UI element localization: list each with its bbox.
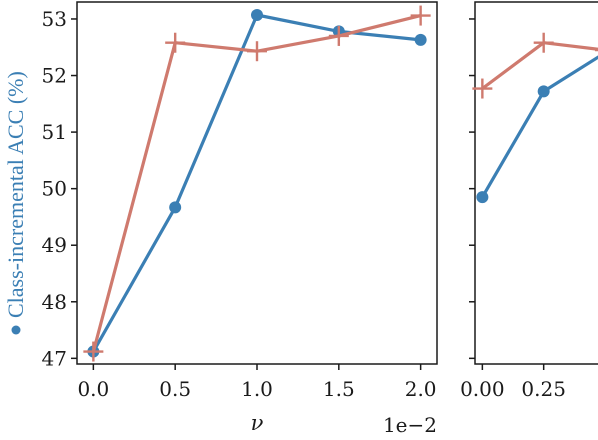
data-point-plus	[410, 5, 431, 26]
y-tick-label: 51	[42, 120, 67, 144]
x-tick-label: 0.25	[521, 377, 566, 401]
left-panel: 47 48 49 50 51 52 53 0.0 0.5 1.0 1.5 2.0 ν 1e−2 Cl…	[3, 1, 438, 437]
y-tick-label: 47	[42, 346, 67, 370]
data-point-plus	[328, 25, 349, 46]
series-line-plus	[91, 14, 421, 353]
data-point-plus	[472, 78, 493, 99]
data-point-circle	[476, 191, 489, 204]
data-point-plus	[83, 341, 104, 362]
y-axis-title: Class-incremental ACC (%)	[3, 71, 28, 318]
y-axis-legend-marker	[11, 325, 21, 335]
y-tick-label: 48	[42, 290, 67, 314]
x-tick-label: 0.00	[460, 377, 505, 401]
right-plot-frame	[474, 1, 598, 365]
series-line-plus	[481, 41, 598, 90]
y-axis-title-group: Class-incremental ACC (%)	[3, 71, 28, 335]
x-tick-label: 0.0	[77, 377, 109, 401]
data-point-circle	[537, 85, 550, 98]
data-point-circle	[414, 33, 427, 46]
y-tick-label: 50	[42, 177, 67, 201]
y-tick-label: 49	[42, 233, 67, 257]
series-line-circle	[92, 13, 421, 353]
x-axis-title: ν	[251, 411, 264, 435]
x-offset-label: 1e−2	[383, 413, 437, 437]
data-point-plus	[247, 41, 267, 62]
x-tick-label: 2.0	[405, 377, 437, 401]
data-point-plus	[533, 32, 554, 53]
x-tick-label: 1.0	[241, 377, 273, 401]
x-tick-label: 0.5	[159, 377, 191, 401]
data-point-plus	[165, 32, 186, 53]
x-tick-label: 1.5	[323, 377, 355, 401]
right-panel: 0.00 0.25	[460, 1, 598, 401]
y-tick-label: 52	[42, 64, 67, 88]
data-point-circle	[251, 9, 263, 22]
data-point-circle	[169, 201, 182, 214]
y-tick-label: 53	[42, 7, 67, 31]
